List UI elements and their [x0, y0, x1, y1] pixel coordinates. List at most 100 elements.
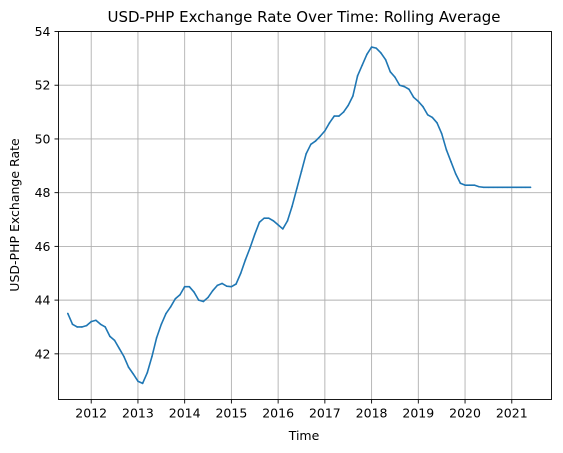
data-point: [525, 186, 527, 189]
data-point: [267, 217, 270, 219]
data-point: [282, 228, 284, 230]
data-point: [235, 283, 237, 285]
x-tick-label: 2020: [449, 406, 481, 421]
data-point: [333, 115, 336, 117]
x-tick-label: 2014: [169, 406, 201, 421]
data-point: [174, 297, 177, 300]
data-point: [155, 336, 158, 339]
data-point: [352, 95, 354, 97]
data-point: [450, 160, 452, 163]
data-point: [515, 186, 518, 189]
data-point: [244, 259, 247, 261]
data-point: [380, 52, 382, 54]
data-point: [389, 70, 392, 73]
data-point: [408, 88, 410, 91]
data-point: [431, 116, 434, 119]
data-point: [338, 115, 340, 117]
data-point: [183, 285, 186, 288]
y-tick-label: 42: [35, 346, 51, 361]
data-point: [482, 186, 485, 189]
data-point: [123, 355, 125, 358]
data-point: [165, 312, 167, 315]
data-point: [272, 220, 275, 222]
data-point: [520, 186, 522, 189]
data-point: [305, 152, 307, 155]
x-tick-label: 2016: [262, 406, 294, 421]
x-tick-label: 2013: [122, 406, 154, 421]
data-point: [324, 130, 326, 132]
data-point: [221, 282, 223, 285]
data-point: [328, 122, 331, 124]
x-tick-label: 2018: [356, 406, 388, 421]
data-point: [319, 135, 321, 138]
x-tick-label: 2021: [496, 406, 528, 421]
data-point: [403, 85, 406, 88]
plot-frame: [58, 31, 552, 400]
data-point: [468, 184, 471, 186]
data-point: [169, 306, 172, 308]
y-tick-label: 50: [35, 131, 51, 146]
x-tick-label: 2015: [215, 406, 247, 421]
data-point: [81, 326, 83, 328]
data-point: [216, 284, 219, 287]
data-point: [291, 205, 293, 207]
data-point: [445, 148, 448, 151]
data-point: [529, 186, 532, 189]
data-point: [394, 76, 396, 78]
data-point: [310, 143, 312, 146]
data-point: [496, 186, 499, 189]
data-point: [426, 113, 429, 116]
data-point: [464, 184, 466, 186]
data-point: [104, 326, 107, 328]
data-point: [487, 186, 490, 189]
chart-title: USD-PHP Exchange Rate Over Time: Rolling…: [107, 8, 500, 26]
data-point: [417, 100, 420, 103]
data-point: [398, 84, 401, 87]
y-tick-label: 48: [35, 185, 51, 200]
data-point: [99, 323, 102, 326]
data-point: [258, 221, 261, 224]
data-point: [440, 132, 443, 135]
data-point: [370, 46, 373, 48]
data-point: [478, 185, 480, 188]
data-point: [141, 382, 144, 385]
data-point: [342, 111, 345, 113]
data-point: [277, 224, 279, 226]
series-layer: [67, 46, 532, 385]
data-point: [95, 319, 97, 322]
data-point: [127, 366, 130, 369]
data-point: [286, 220, 289, 222]
data-point: [109, 335, 111, 338]
data-point: [361, 64, 364, 66]
exchange-rate-series-line: [67, 46, 532, 385]
data-point: [132, 373, 135, 375]
data-point: [263, 217, 265, 219]
y-axis-label: USD-PHP Exchange Rate: [7, 138, 22, 292]
data-point: [151, 355, 153, 358]
data-point: [85, 324, 88, 327]
y-tick-label: 46: [35, 239, 51, 254]
data-point: [179, 293, 181, 296]
data-point: [67, 312, 69, 315]
data-point: [71, 323, 74, 326]
data-point: [202, 300, 205, 303]
data-point: [314, 140, 317, 142]
data-point: [347, 104, 350, 107]
data-point: [436, 122, 438, 124]
x-tick-label: 2017: [309, 406, 341, 421]
x-tick-label: 2012: [75, 406, 107, 421]
data-point: [193, 291, 195, 293]
y-tick-label: 52: [35, 78, 51, 93]
data-point: [300, 170, 303, 172]
data-point: [492, 186, 494, 189]
data-point: [137, 380, 139, 383]
data-point: [375, 47, 378, 49]
data-point: [118, 347, 121, 350]
data-point: [146, 371, 149, 374]
data-point: [207, 296, 209, 299]
data-point: [459, 182, 462, 185]
data-point: [384, 58, 387, 61]
x-tick-label: 2019: [402, 406, 434, 421]
